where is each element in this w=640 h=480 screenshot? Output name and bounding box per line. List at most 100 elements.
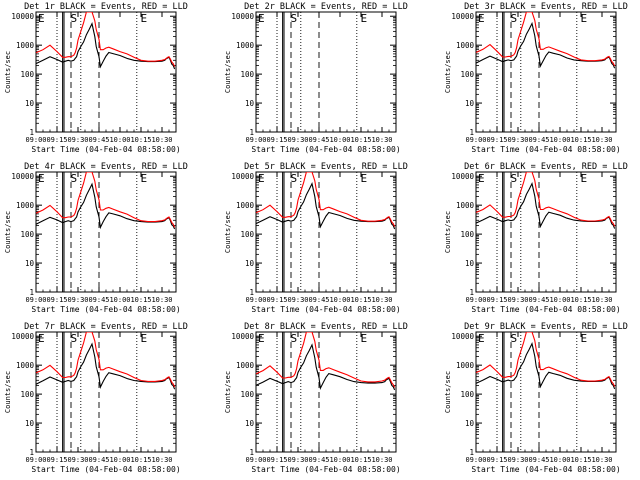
y-tick-label: 10000 (451, 172, 474, 181)
x-tick-label: 09:00 (465, 456, 486, 464)
x-tick-label: 10:00 (329, 136, 350, 144)
x-tick-label: 09:00 (25, 296, 46, 304)
event-marker-e: E (580, 172, 587, 185)
y-tick-label: 100 (20, 390, 34, 399)
panel-title: Det 6r BLACK = Events, RED = LLD (464, 162, 628, 172)
x-axis-label: Start Time (04-Feb-04 08:58:00) (31, 465, 180, 474)
y-tick-label: 1000 (236, 361, 255, 370)
x-tick-label: 10:00 (109, 296, 130, 304)
x-tick-label: 10:30 (591, 456, 612, 464)
x-tick-label: 09:45 (528, 456, 549, 464)
y-tick-label: 100 (20, 70, 34, 79)
series-group (36, 12, 176, 70)
series-line-lld (36, 332, 176, 388)
x-tick-label: 09:45 (88, 296, 109, 304)
x-tick-label: 09:30 (67, 136, 88, 144)
x-tick-label: 09:00 (25, 456, 46, 464)
panel-title: Det 8r BLACK = Events, RED = LLD (244, 322, 408, 332)
event-marker-e: E (580, 12, 587, 25)
series-line-lld (36, 12, 176, 67)
series-group (256, 172, 396, 230)
y-tick-label: 1 (469, 288, 474, 297)
y-tick-label: 1 (469, 448, 474, 457)
start-marker-left: E (258, 332, 265, 345)
y-tick-label: 1 (249, 288, 254, 297)
y-tick-label: 100 (460, 390, 474, 399)
x-tick-label: 09:45 (88, 136, 109, 144)
y-tick-label: 10 (25, 419, 35, 428)
panel-title: Det 1r BLACK = Events, RED = LLD (24, 2, 188, 12)
x-tick-label: 09:45 (308, 296, 329, 304)
y-tick-label: 1 (29, 128, 34, 137)
y-axis-label: Counts/sec (224, 51, 232, 93)
x-tick-label: 10:30 (151, 296, 172, 304)
x-tick-label: 10:00 (109, 136, 130, 144)
event-marker-s: S (70, 332, 77, 345)
x-tick-label: 09:45 (528, 296, 549, 304)
event-marker-e: E (360, 172, 367, 185)
x-tick-label: 10:15 (570, 456, 591, 464)
x-tick-label: 10:15 (350, 296, 371, 304)
series-group (476, 332, 616, 390)
x-tick-label: 09:15 (486, 136, 507, 144)
y-tick-label: 1000 (456, 361, 475, 370)
start-marker-left: E (38, 12, 45, 25)
panel-8: Det 8r BLACK = Events, RED = LLD Counts/s… (224, 322, 408, 474)
event-marker-s: S (290, 12, 297, 25)
x-axis-label: Start Time (04-Feb-04 08:58:00) (471, 465, 620, 474)
y-tick-label: 10000 (231, 12, 254, 21)
x-tick-label: 10:15 (130, 456, 151, 464)
x-axis-label: Start Time (04-Feb-04 08:58:00) (251, 305, 400, 314)
y-tick-label: 10 (25, 99, 35, 108)
event-marker-e: E (360, 332, 367, 345)
event-marker-e: E (140, 332, 147, 345)
y-tick-label: 1 (249, 448, 254, 457)
x-tick-label: 09:30 (287, 136, 308, 144)
y-tick-label: 100 (20, 230, 34, 239)
x-axis-label: Start Time (04-Feb-04 08:58:00) (31, 305, 180, 314)
panel-9: Det 9r BLACK = Events, RED = LLD Counts/s… (444, 322, 628, 474)
y-tick-label: 1000 (16, 41, 35, 50)
x-tick-label: 10:00 (549, 296, 570, 304)
x-tick-label: 09:00 (245, 296, 266, 304)
event-marker-s: S (510, 332, 517, 345)
x-tick-label: 10:15 (130, 296, 151, 304)
x-tick-label: 09:15 (46, 456, 67, 464)
x-tick-label: 09:30 (67, 296, 88, 304)
y-tick-label: 10 (245, 419, 255, 428)
panel-6: Det 6r BLACK = Events, RED = LLD Counts/s… (444, 162, 628, 314)
x-tick-label: 10:00 (549, 456, 570, 464)
series-line-lld (476, 172, 616, 227)
y-tick-label: 10000 (451, 12, 474, 21)
y-tick-label: 1 (29, 448, 34, 457)
y-tick-label: 1000 (236, 41, 255, 50)
series-group (36, 332, 176, 390)
x-tick-label: 10:00 (329, 296, 350, 304)
series-line-lld (256, 172, 396, 227)
plot-frame (475, 171, 617, 293)
y-tick-label: 100 (240, 390, 254, 399)
x-tick-label: 09:30 (507, 456, 528, 464)
panel-7: Det 7r BLACK = Events, RED = LLD Counts/s… (4, 322, 188, 474)
y-tick-label: 10000 (11, 172, 34, 181)
y-tick-label: 10 (245, 259, 255, 268)
series-line-events (256, 343, 396, 391)
y-tick-label: 1000 (456, 201, 475, 210)
y-tick-label: 100 (240, 230, 254, 239)
y-axis-label: Counts/sec (224, 211, 232, 253)
x-tick-label: 10:15 (350, 136, 371, 144)
x-tick-label: 09:30 (507, 136, 528, 144)
y-tick-label: 10000 (231, 332, 254, 341)
plot-frame (35, 331, 177, 453)
x-tick-label: 09:30 (507, 296, 528, 304)
event-marker-s: S (290, 332, 297, 345)
x-tick-label: 09:00 (465, 296, 486, 304)
y-tick-label: 10000 (11, 332, 34, 341)
x-tick-label: 10:00 (329, 456, 350, 464)
panel-4: Det 4r BLACK = Events, RED = LLD Counts/s… (4, 162, 188, 314)
x-tick-label: 09:15 (266, 136, 287, 144)
y-tick-label: 10000 (231, 172, 254, 181)
y-tick-label: 1000 (456, 41, 475, 50)
start-marker-left: E (258, 12, 265, 25)
x-tick-label: 10:30 (371, 456, 392, 464)
